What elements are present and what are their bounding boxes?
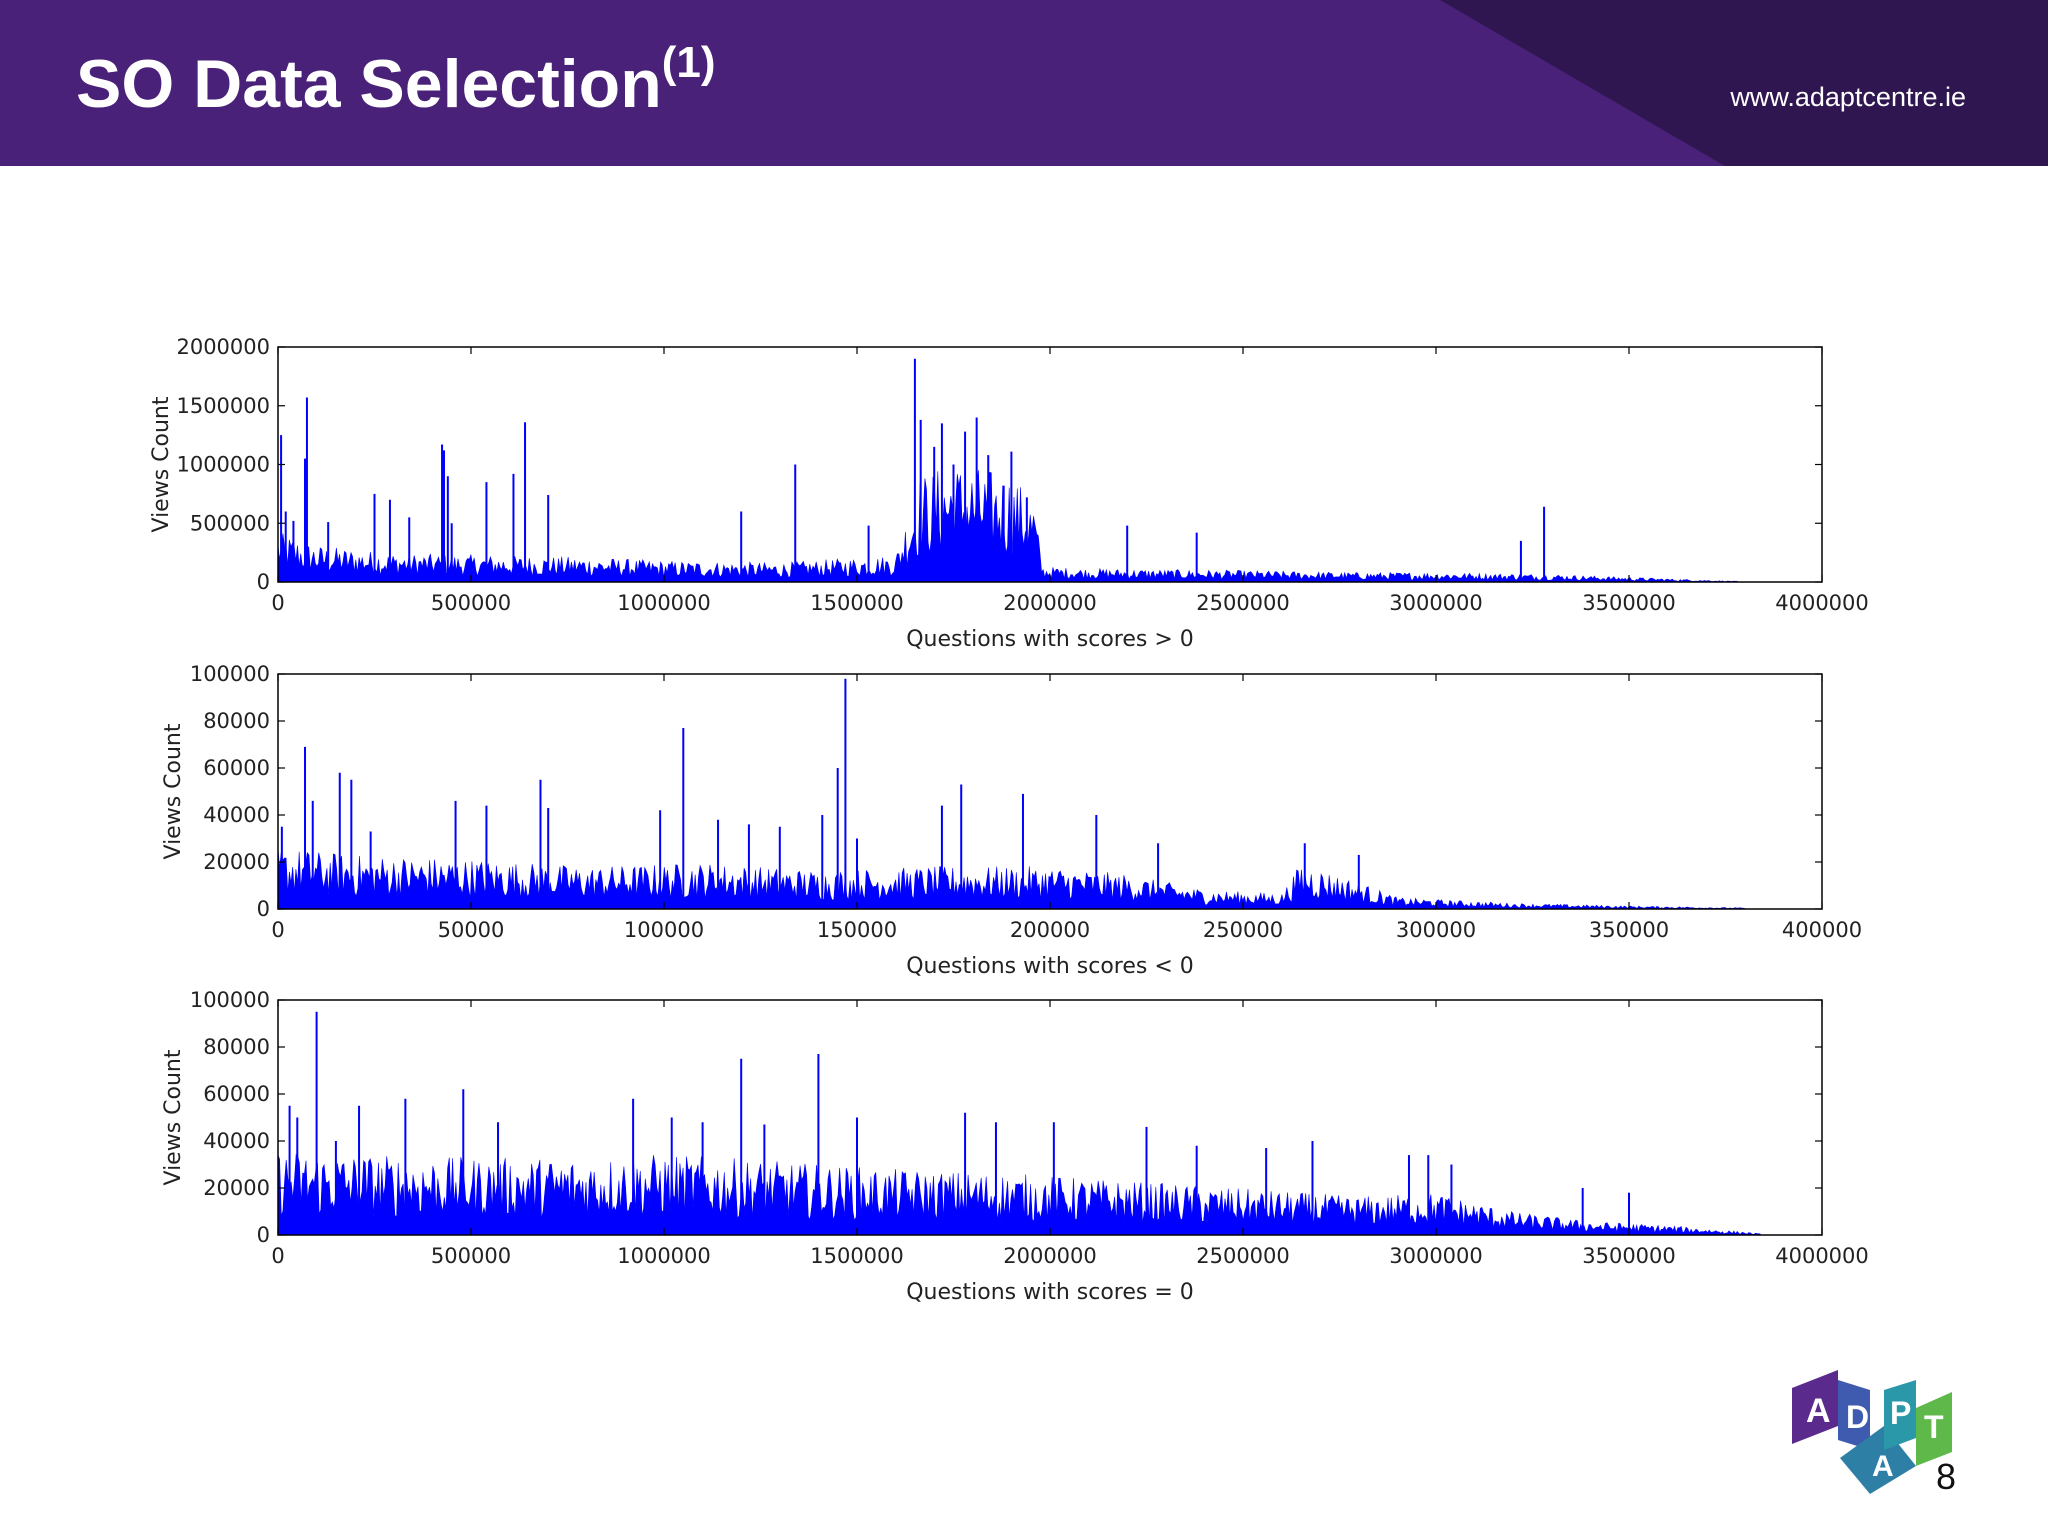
header-facet-shape [1440,0,2048,166]
y-tick-label: 100000 [190,988,270,1012]
x-tick-label: 400000 [1782,918,1862,942]
y-tick-label: 60000 [203,1082,270,1106]
x-tick-label: 4000000 [1775,591,1869,615]
x-tick-label: 3000000 [1389,591,1483,615]
y-axis-label: Views Count [161,1049,186,1185]
chart-noise-area [277,848,1746,910]
x-tick-label: 250000 [1203,918,1283,942]
y-tick-label: 0 [257,897,270,921]
x-tick-label: 50000 [438,918,505,942]
x-tick-label: 3500000 [1582,591,1676,615]
x-tick-label: 0 [271,591,284,615]
y-tick-label: 1500000 [176,394,270,418]
y-tick-label: 20000 [203,850,270,874]
y-tick-label: 2000000 [176,335,270,359]
y-tick-label: 20000 [203,1176,270,1200]
x-tick-label: 1000000 [617,1244,711,1268]
x-tick-label: 3000000 [1389,1244,1483,1268]
site-url[interactable]: www.adaptcentre.ie [1730,82,1966,112]
x-tick-label: 100000 [624,918,704,942]
x-tick-label: 300000 [1396,918,1476,942]
x-tick-label: 1500000 [810,591,904,615]
y-tick-label: 40000 [203,803,270,827]
y-tick-label: 80000 [203,709,270,733]
x-axis-label: Questions with scores < 0 [906,954,1194,979]
chart-noise-area [277,1153,1761,1236]
chart-panel-2: 0 50000 100000 150000 200000 250000 300000 3500… [161,662,1862,979]
x-tick-label: 200000 [1010,918,1090,942]
slide-title-superscript: (1) [661,38,716,87]
x-tick-label: 2500000 [1196,1244,1290,1268]
x-tick-label: 350000 [1589,918,1669,942]
chart-panel-1: 0 500000 1000000 1500000 2000000 2500000 30000… [149,335,1869,652]
y-tick-label: 0 [257,1223,270,1247]
y-axis-label: Views Count [161,723,186,859]
y-tick-label: 40000 [203,1129,270,1153]
logo-letter-a2: A [1872,1450,1894,1483]
y-tick-label: 60000 [203,756,270,780]
x-tick-label: 2000000 [1003,1244,1097,1268]
chart-panel-3: 0 500000 1000000 1500000 2000000 2500000 30000… [161,988,1869,1305]
x-tick-label: 0 [271,918,284,942]
logo-letter-a1: A [1806,1392,1831,1430]
x-tick-label: 1000000 [617,591,711,615]
chart-frame [277,346,1823,583]
y-tick-label: 500000 [190,511,270,535]
x-axis-label: Questions with scores > 0 [906,627,1194,652]
x-tick-label: 500000 [431,1244,511,1268]
x-axis-label: Questions with scores = 0 [906,1280,1194,1305]
logo-letter-t: T [1924,1409,1944,1445]
x-tick-label: 3500000 [1582,1244,1676,1268]
x-tick-label: 1500000 [810,1244,904,1268]
x-tick-label: 4000000 [1775,1244,1869,1268]
y-tick-label: 100000 [190,662,270,686]
x-tick-label: 150000 [817,918,897,942]
logo-letter-d: D [1846,1399,1869,1435]
x-tick-label: 500000 [431,591,511,615]
page-number: 8 [1936,1456,1957,1497]
slide-title: SO Data Selection(1) [76,41,716,124]
y-tick-label: 0 [257,570,270,594]
y-axis-label: Views Count [149,396,174,532]
adapt-logo: A D A P T [1792,1370,1952,1494]
logo-letter-p: P [1890,1395,1911,1431]
slide-header: SO Data Selection(1) www.adaptcentre.ie [0,0,2048,166]
chart-noise-area [277,470,1738,583]
x-tick-label: 2000000 [1003,591,1097,615]
header-facet-decoration [1440,0,2048,166]
x-tick-label: 2500000 [1196,591,1290,615]
y-tick-label: 80000 [203,1035,270,1059]
slide-title-text: SO Data Selection [76,46,662,122]
y-tick-label: 1000000 [176,453,270,477]
x-tick-label: 0 [271,1244,284,1268]
